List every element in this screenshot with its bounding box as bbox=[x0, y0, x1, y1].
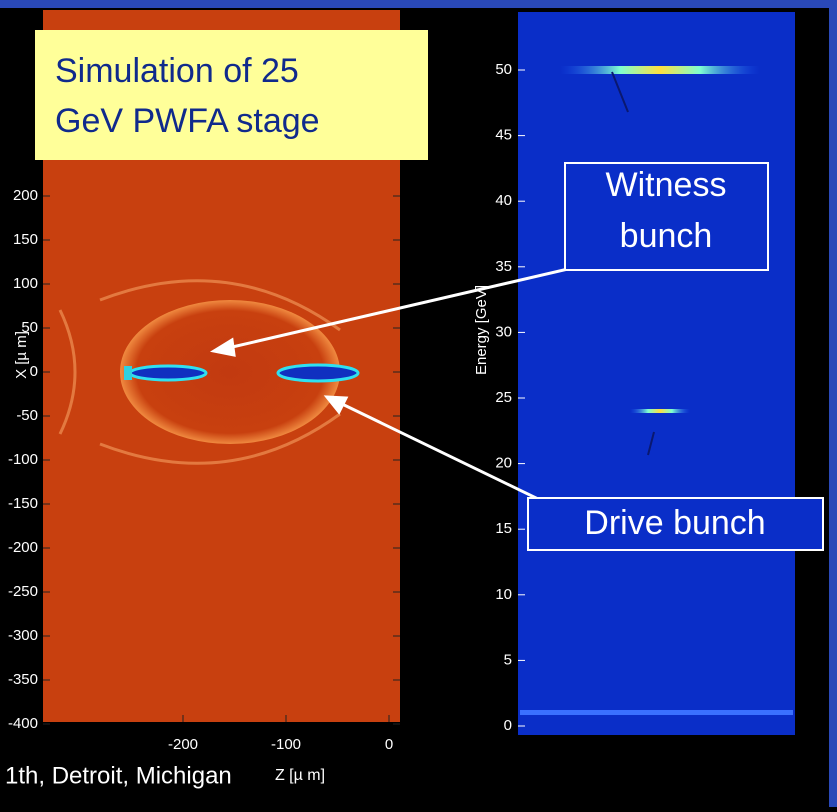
drive-label: Drive bunch bbox=[584, 504, 765, 542]
y-tick-label: 25 bbox=[495, 389, 512, 406]
y-tick-label: 5 bbox=[504, 651, 512, 668]
y-tick-label: -350 bbox=[8, 671, 38, 688]
x-tick-label: -200 bbox=[168, 736, 198, 753]
y-tick-label: -300 bbox=[8, 627, 38, 644]
x-tick-label: -100 bbox=[271, 736, 301, 753]
y-tick-label: 40 bbox=[495, 192, 512, 209]
y-axis-label: Energy [GeV] bbox=[473, 285, 490, 375]
baseline-spectrum bbox=[520, 710, 793, 715]
y-tick-label: 45 bbox=[495, 127, 512, 144]
footer: 1th, Detroit, Michigan bbox=[5, 762, 232, 789]
spike bbox=[124, 366, 132, 380]
y-tick-label: 30 bbox=[495, 323, 512, 340]
y-tick-label: 50 bbox=[21, 319, 38, 336]
y-tick-label: -100 bbox=[8, 451, 38, 468]
right-plot: Energy [GeV] bbox=[473, 12, 795, 735]
top-bar bbox=[0, 0, 837, 8]
slide: X [µ m] Z [µ m] Energy [GeV] Simulation … bbox=[0, 0, 837, 807]
y-axis-label: X [µ m] bbox=[13, 331, 30, 379]
y-tick-label: -250 bbox=[8, 583, 38, 600]
witness-spectrum bbox=[560, 66, 760, 74]
side-bar bbox=[829, 0, 837, 807]
y-tick-label: 0 bbox=[504, 717, 512, 734]
y-tick-label: 20 bbox=[495, 455, 512, 472]
y-tick-label: 100 bbox=[13, 275, 38, 292]
drive-spectrum bbox=[630, 409, 690, 413]
y-tick-label: -200 bbox=[8, 539, 38, 556]
y-tick-label: -400 bbox=[8, 715, 38, 732]
x-tick-label: 0 bbox=[385, 736, 393, 753]
y-tick-label: 10 bbox=[495, 586, 512, 603]
witness-label: bunch bbox=[620, 217, 713, 255]
drive-density bbox=[278, 365, 358, 381]
y-tick-label: 35 bbox=[495, 258, 512, 275]
y-tick-label: 0 bbox=[30, 363, 38, 380]
y-tick-label: -150 bbox=[8, 495, 38, 512]
witness-label: Witness bbox=[606, 166, 727, 204]
y-tick-label: -50 bbox=[16, 407, 38, 424]
right-plot-area bbox=[518, 12, 795, 735]
title-line: Simulation of 25 bbox=[55, 52, 299, 90]
y-tick-label: 50 bbox=[495, 61, 512, 78]
title-box bbox=[35, 30, 428, 160]
y-tick-label: 15 bbox=[495, 520, 512, 537]
witness-density bbox=[130, 366, 206, 380]
title-line: GeV PWFA stage bbox=[55, 102, 320, 140]
y-tick-label: 150 bbox=[13, 231, 38, 248]
x-axis-label: Z [µ m] bbox=[275, 767, 325, 784]
y-tick-label: 200 bbox=[13, 187, 38, 204]
